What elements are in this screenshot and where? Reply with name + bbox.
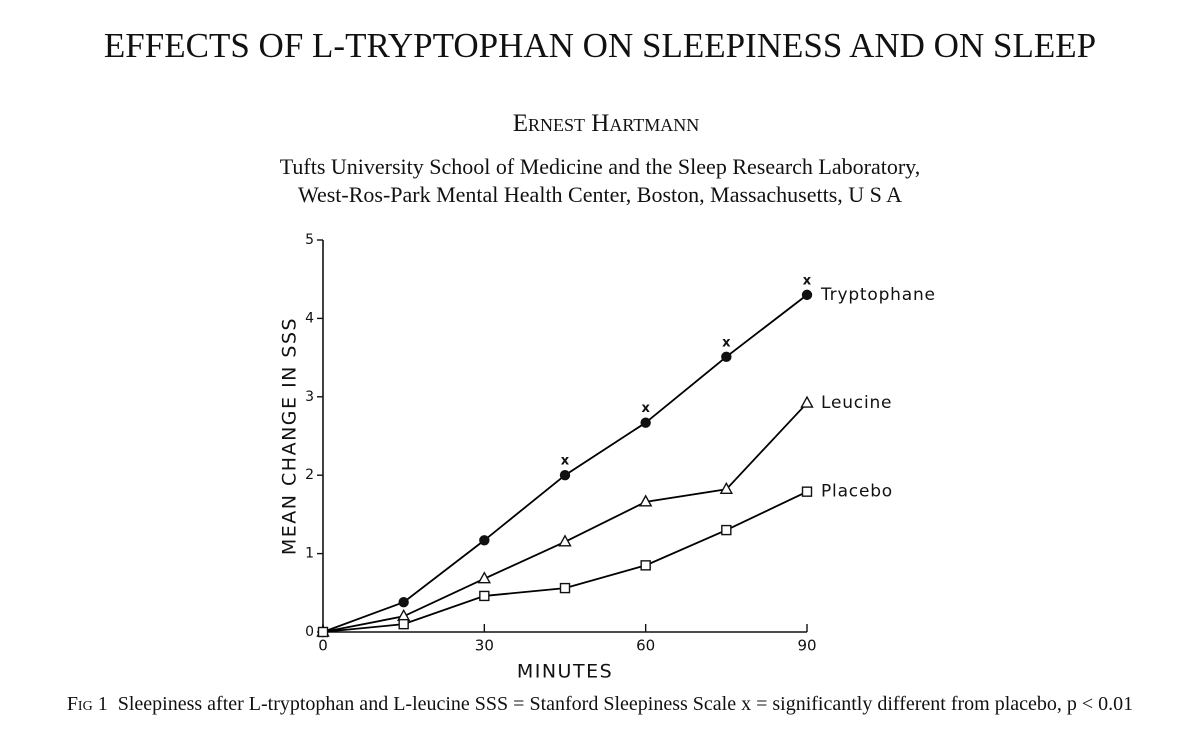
paper-title: EFFECTS OF L-TRYPTOPHAN ON SLEEPINESS AN… [103, 26, 1097, 65]
point [638, 494, 653, 507]
x-tick-label: 90 [797, 637, 816, 655]
affiliation: Tufts University School of Medicine and … [279, 154, 921, 179]
significance-mark: x [641, 401, 650, 416]
point [721, 351, 732, 363]
y-axis-label: MEAN CHANGE IN SSS [279, 317, 301, 555]
series-line [322, 402, 808, 633]
point [558, 534, 572, 547]
y-tick-label: 1 [305, 546, 314, 562]
point [800, 395, 814, 408]
caption-label: Fig 1 [66, 693, 108, 715]
significance-mark: x [561, 454, 570, 469]
affiliation: West-Ros-Park Mental Health Center, Bost… [297, 182, 903, 207]
point [719, 481, 734, 495]
point [398, 618, 409, 630]
point [477, 571, 492, 584]
series-label: Leucine [821, 393, 892, 413]
series-label: Tryptophane [820, 285, 936, 305]
y-tick-label: 5 [305, 232, 314, 248]
point [559, 470, 571, 481]
point [479, 590, 490, 602]
point [640, 560, 651, 571]
point [801, 486, 813, 497]
x-tick-label: 60 [636, 637, 655, 655]
point [479, 535, 490, 546]
series-line [322, 490, 808, 633]
point [559, 582, 571, 594]
x-axis-label: MINUTES [517, 661, 613, 683]
y-tick-label: 3 [305, 389, 314, 405]
point [721, 524, 732, 536]
series-label: Placebo [821, 482, 893, 502]
y-tick-label: 2 [305, 467, 314, 483]
point [640, 417, 651, 428]
author: Ernest Hartmann [512, 110, 700, 137]
significance-mark: x [803, 273, 812, 288]
y-tick-label: 0 [305, 624, 314, 640]
chart: MEAN CHANGE IN SSS MINUTES 0 1 2 3 4 5 0 30 60 90… [279, 232, 936, 683]
figure-caption: Fig 1 Sleepiness after L-tryptophan and L… [12, 692, 1188, 717]
caption-text: Sleepiness after L-tryptophan and L-leuc… [117, 693, 1134, 715]
point [317, 626, 329, 638]
point [801, 289, 813, 301]
x-tick-label: 30 [475, 637, 494, 655]
y-tick-label: 4 [305, 310, 314, 326]
significance-mark: x [722, 335, 731, 350]
x-tick-label: 0 [318, 637, 328, 655]
point [398, 597, 409, 608]
